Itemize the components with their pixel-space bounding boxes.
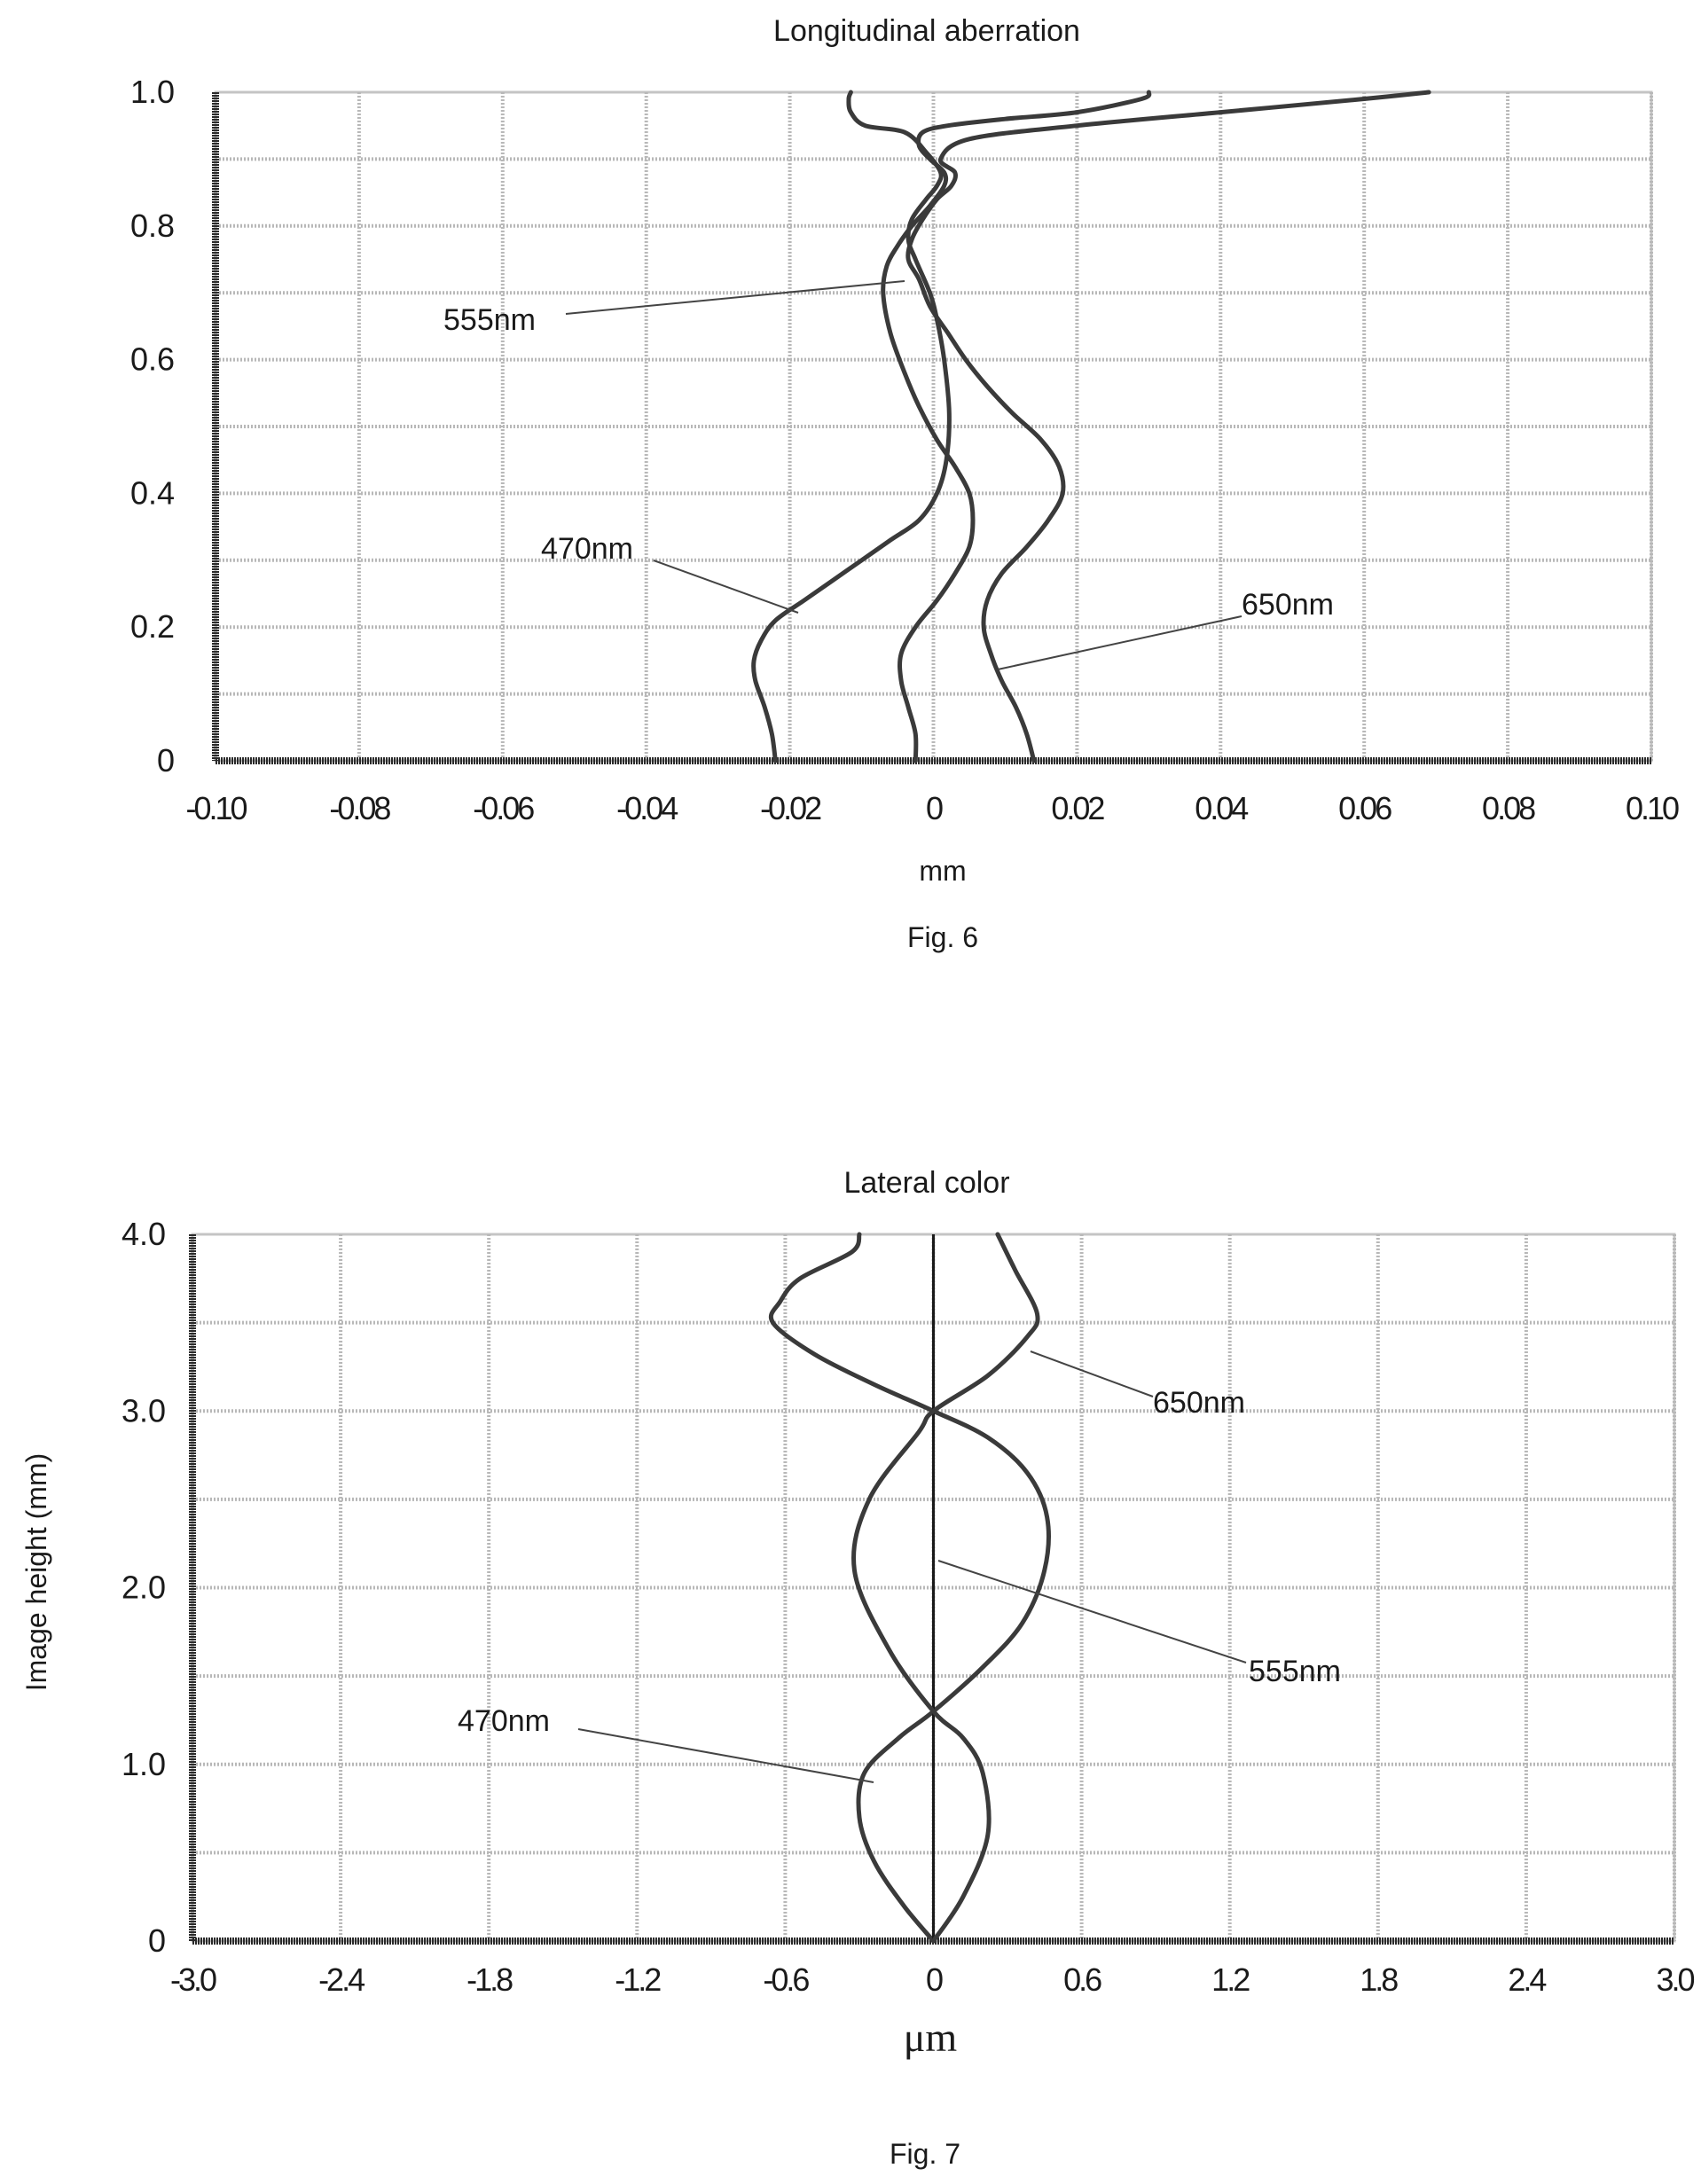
chart-2-x-axis-label: μm xyxy=(904,2015,958,2060)
chart-1-annotations: 555nm 470nm 650nm xyxy=(443,280,1334,670)
chart-1-title: Longitudinal aberration xyxy=(773,14,1080,48)
chart-1-series xyxy=(751,90,1431,763)
x-tick-label: 0.10 xyxy=(1626,790,1679,826)
x-tick-label: -0.08 xyxy=(329,790,390,826)
chart-1-axes xyxy=(212,92,1651,764)
longitudinal-aberration-chart: Longitudinal aberration -0.10 -0.08 -0.06-… xyxy=(130,14,1681,953)
y-tick-label: 2.0 xyxy=(122,1570,166,1606)
chart-2-series xyxy=(768,1232,1051,1944)
leader-line-470nm xyxy=(577,1728,874,1783)
x-tick-label: 3.0 xyxy=(1656,1961,1694,1998)
x-tick-label: -0.10 xyxy=(185,790,247,826)
leader-line-555nm xyxy=(937,1560,1247,1663)
y-tick-label: 0.2 xyxy=(130,608,175,645)
y-tick-label: 0 xyxy=(157,742,175,779)
x-tick-label: 0 xyxy=(926,790,943,826)
x-tick-label: -2.4 xyxy=(318,1961,364,1998)
y-tick-label: 0.6 xyxy=(130,341,175,378)
chart-2-x-tick-labels: -3.0 -2.4 -1.8 -1.2 -0.6 0 0.6 1.2 1.8 2.4 3.0 xyxy=(170,1961,1697,1998)
series-line-650nm xyxy=(851,1232,1040,1944)
y-tick-label: 1.0 xyxy=(122,1746,166,1782)
chart-2-annotations: 650nm 555nm 470nm xyxy=(458,1350,1341,1783)
x-tick-label: -0.04 xyxy=(616,790,678,826)
x-tick-label: -0.06 xyxy=(473,790,534,826)
x-tick-label: -1.8 xyxy=(466,1961,513,1998)
series-label-555nm: 555nm xyxy=(1249,1655,1341,1688)
x-tick-label: 0.6 xyxy=(1063,1961,1101,1998)
y-tick-label: 0.4 xyxy=(130,474,175,511)
leader-line-650nm xyxy=(997,615,1242,670)
x-tick-label: 0.08 xyxy=(1482,790,1535,826)
chart-2-caption: Fig. 7 xyxy=(890,2138,960,2170)
series-line-470nm xyxy=(768,1232,1051,1944)
x-tick-label: 0.06 xyxy=(1338,790,1391,826)
x-tick-label: 1.2 xyxy=(1211,1961,1250,1998)
chart-1-x-tick-labels: -0.10 -0.08 -0.06 -0.04 -0.02 0 0.02 0.04 0.06 0.… xyxy=(185,790,1681,826)
x-tick-label: 1.8 xyxy=(1360,1961,1398,1998)
y-tick-label: 4.0 xyxy=(122,1216,166,1252)
chart-2-title: Lateral color xyxy=(843,1166,1009,1200)
y-tick-label: 3.0 xyxy=(122,1392,166,1429)
x-tick-label: 0 xyxy=(926,1961,943,1998)
series-label-470nm: 470nm xyxy=(541,532,633,566)
x-tick-label: -3.0 xyxy=(170,1961,216,1998)
series-label-555nm: 555nm xyxy=(443,303,536,337)
y-tick-label: 1.0 xyxy=(130,74,175,110)
series-label-650nm: 650nm xyxy=(1153,1386,1245,1420)
x-tick-label: 2.4 xyxy=(1508,1961,1546,1998)
chart-1-grid xyxy=(214,90,1653,763)
y-tick-label: 0 xyxy=(148,1922,166,1959)
x-tick-label: -0.6 xyxy=(763,1961,809,1998)
series-line-650nm xyxy=(905,90,1431,763)
lateral-color-chart: Lateral color -3.0 -2.4 -1.8 -1.2 -0.6 0 0.6 1.… xyxy=(20,1166,1697,2170)
x-tick-label: -0.02 xyxy=(760,790,821,826)
chart-2-y-axis-label: Image height (mm) xyxy=(20,1453,52,1692)
chart-1-caption: Fig. 6 xyxy=(907,921,978,953)
leader-line-470nm xyxy=(653,560,799,614)
series-label-470nm: 470nm xyxy=(458,1704,550,1738)
x-tick-label: 0.04 xyxy=(1195,790,1248,826)
y-tick-label: 0.8 xyxy=(130,207,175,244)
leader-line-650nm xyxy=(1030,1350,1154,1397)
series-line-555nm xyxy=(881,90,1152,763)
x-tick-label: 0.02 xyxy=(1051,790,1104,826)
x-tick-label: -1.2 xyxy=(615,1961,661,1998)
chart-1-x-axis-label: mm xyxy=(919,855,966,887)
chart-1-y-tick-labels: 0 0.2 0.4 0.6 0.8 1.0 xyxy=(130,74,175,779)
leader-line-555nm xyxy=(565,280,905,315)
series-label-650nm: 650nm xyxy=(1242,588,1334,622)
chart-2-y-tick-labels: 0 1.0 2.0 3.0 4.0 xyxy=(122,1216,166,1959)
